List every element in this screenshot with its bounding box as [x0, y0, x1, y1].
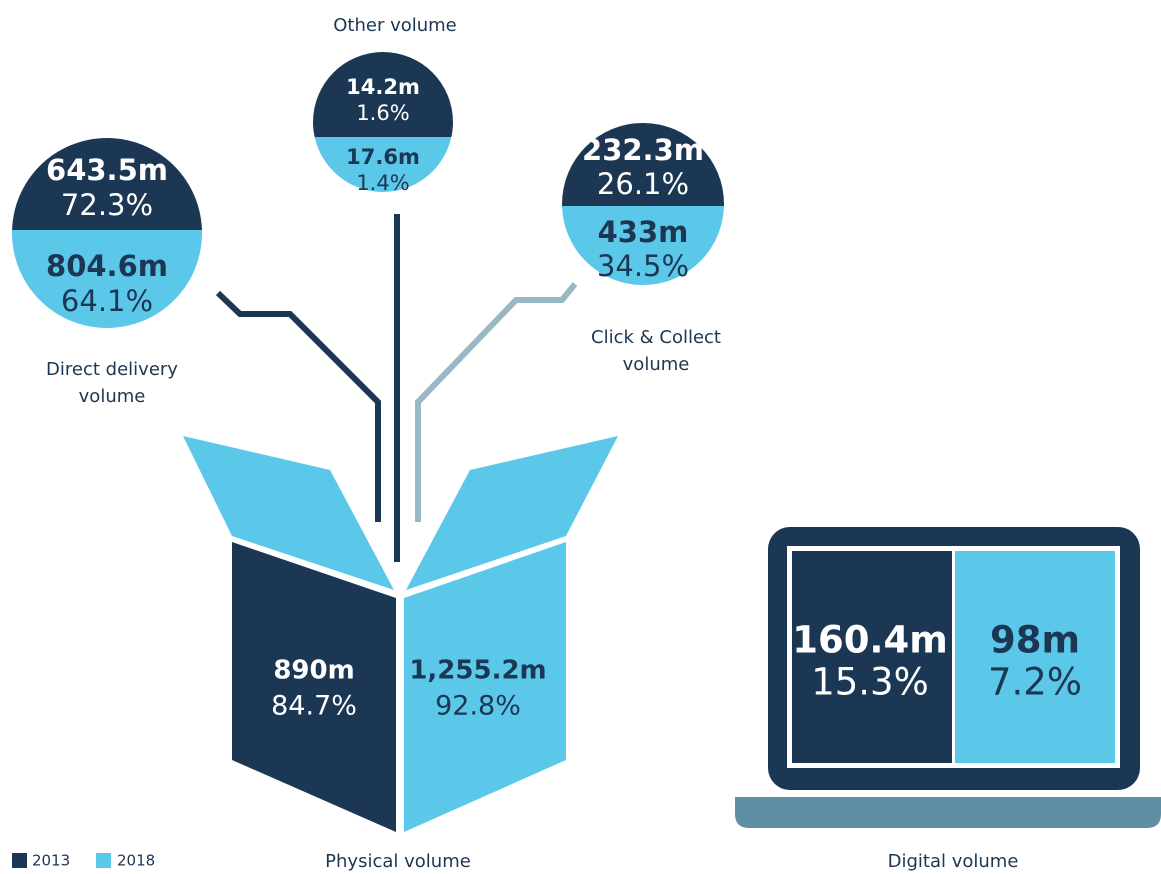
share: 26.1%	[597, 167, 689, 201]
value: 643.5m	[46, 153, 168, 187]
share: 92.8%	[435, 691, 521, 722]
value: 433m	[598, 215, 689, 249]
label: Digital volume	[888, 851, 1019, 872]
value: 17.6m	[346, 145, 420, 169]
share: 7.2%	[988, 661, 1082, 704]
label: volume	[623, 354, 690, 375]
laptop-base	[735, 797, 1161, 828]
share: 15.3%	[811, 661, 929, 704]
legend-label: 2018	[117, 852, 155, 870]
label: Click & Collect	[591, 327, 721, 348]
share: 1.6%	[356, 101, 409, 125]
value: 232.3m	[582, 133, 704, 167]
label: Direct delivery	[46, 359, 178, 380]
share: 84.7%	[271, 691, 357, 722]
share: 64.1%	[61, 284, 153, 318]
value: 1,255.2m	[409, 656, 546, 686]
legend-swatch	[12, 853, 27, 868]
label: volume	[79, 386, 146, 407]
box-flap	[406, 436, 618, 590]
share: 1.4%	[356, 171, 409, 195]
legend-swatch	[96, 853, 111, 868]
screen-2018	[955, 551, 1115, 763]
connector	[415, 282, 578, 522]
label: Physical volume	[325, 851, 471, 872]
box-flap	[183, 436, 394, 590]
box-face-2013	[232, 542, 396, 832]
screen-2013	[792, 551, 952, 763]
value: 160.4m	[792, 619, 948, 662]
value: 890m	[273, 656, 354, 686]
value: 14.2m	[346, 75, 420, 99]
legend-label: 2013	[32, 852, 70, 870]
share: 72.3%	[61, 188, 153, 222]
box-face-2018	[404, 542, 566, 832]
label: Other volume	[333, 15, 457, 36]
value: 98m	[990, 619, 1080, 662]
connector	[215, 290, 381, 522]
value: 804.6m	[46, 249, 168, 283]
share: 34.5%	[597, 249, 689, 283]
